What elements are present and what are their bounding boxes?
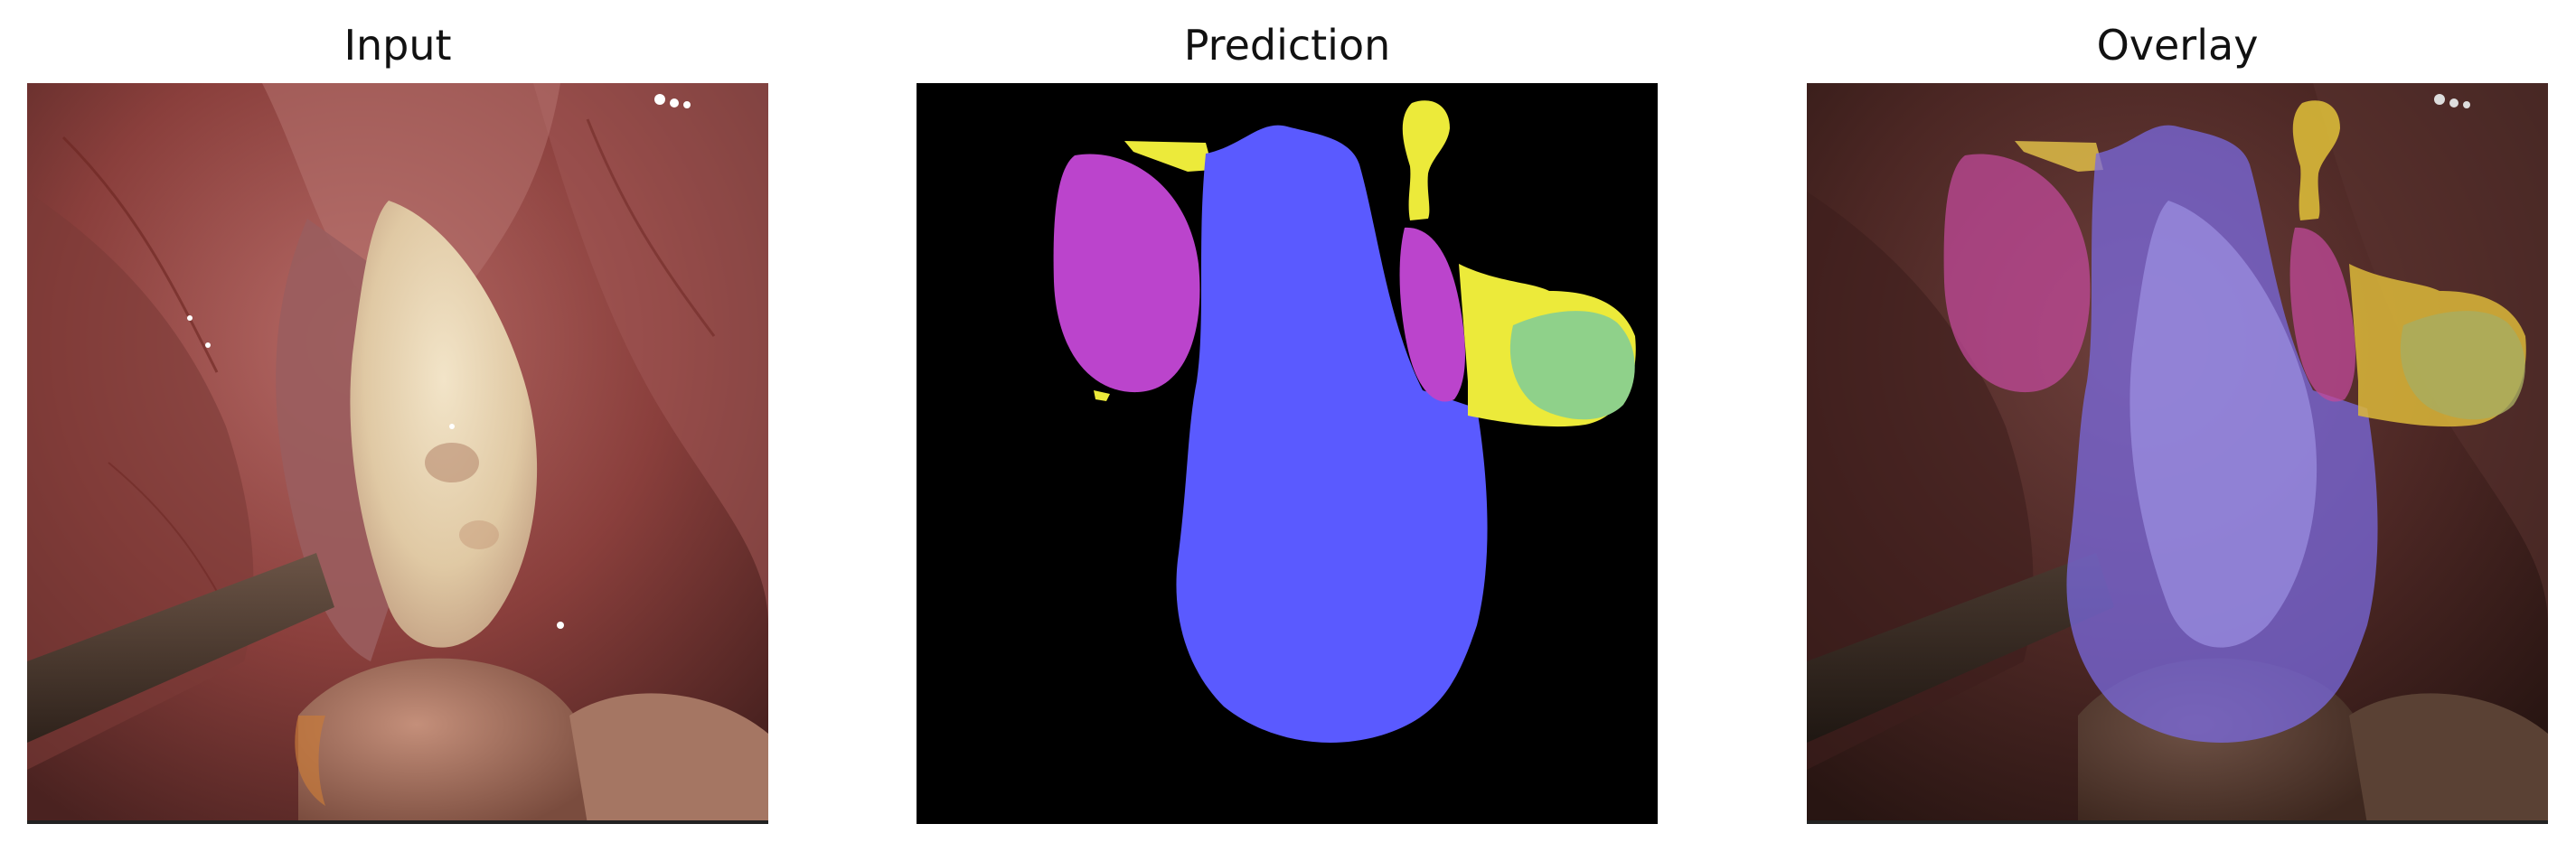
specular-highlight bbox=[449, 424, 455, 429]
specular-highlight bbox=[654, 94, 665, 105]
panel-title-input: Input bbox=[343, 21, 452, 70]
tube-upper bbox=[1402, 100, 1450, 220]
bowel-loop bbox=[569, 693, 768, 824]
overlay-specular-highlight bbox=[2449, 98, 2458, 108]
overlay-tube-upper bbox=[2292, 100, 2340, 220]
specular-highlight bbox=[205, 342, 211, 348]
overlay-specular-highlight bbox=[2463, 101, 2470, 108]
tissue-fold-right bbox=[533, 83, 768, 625]
prediction-mask bbox=[917, 83, 1658, 824]
bottom-border bbox=[27, 820, 768, 824]
specular-highlight bbox=[683, 101, 691, 108]
uterus-region bbox=[1176, 125, 1488, 744]
vessel-line bbox=[586, 118, 716, 337]
lesion-spot bbox=[459, 520, 499, 549]
overlay-bowel-loop bbox=[2349, 693, 2548, 824]
panel-title-prediction: Prediction bbox=[1183, 21, 1391, 70]
overlay-cyst bbox=[2400, 311, 2525, 420]
ovary-right bbox=[1399, 227, 1465, 402]
instrument-shaft bbox=[27, 553, 334, 743]
overlay-ovary-left bbox=[1943, 154, 2091, 393]
specular-highlight bbox=[557, 622, 564, 629]
tube-speck bbox=[1094, 390, 1110, 401]
overlay-image bbox=[1807, 83, 2548, 824]
overlay-image-panel bbox=[1807, 83, 2548, 824]
prediction-mask-panel bbox=[917, 83, 1658, 824]
input-image-panel bbox=[27, 83, 768, 824]
overlay-bottom-border bbox=[1807, 820, 2548, 824]
input-image bbox=[27, 83, 768, 824]
specular-highlight bbox=[187, 315, 193, 321]
orange-tissue bbox=[295, 716, 325, 806]
overlay-lesion bbox=[2129, 201, 2317, 648]
overlay-instrument-shaft bbox=[1807, 553, 2114, 743]
specular-highlight bbox=[670, 98, 679, 108]
overlay-ovary-right bbox=[2289, 227, 2355, 402]
tissue-fold-center bbox=[262, 83, 560, 322]
vessel-line bbox=[61, 136, 219, 373]
panel-title-overlay: Overlay bbox=[2096, 21, 2259, 70]
overlay-specular-highlight bbox=[2434, 94, 2445, 105]
ovary-left bbox=[1053, 154, 1200, 393]
cyst-region bbox=[1509, 311, 1635, 420]
tube-region-top-left bbox=[1124, 141, 1213, 172]
bowel-loop bbox=[298, 658, 595, 824]
overlay-tube-top-left bbox=[2015, 141, 2103, 172]
lesion-spot bbox=[425, 443, 479, 482]
